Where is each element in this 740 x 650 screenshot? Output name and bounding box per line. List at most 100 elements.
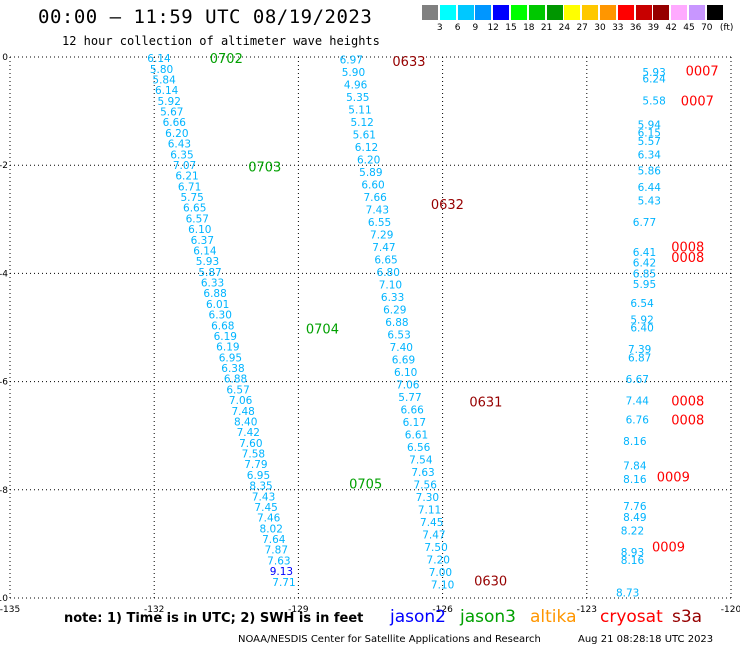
legend-label: 30 — [594, 23, 606, 33]
y-tick-label: -6 — [0, 378, 8, 388]
wave-height-value: 5.93 — [642, 67, 665, 79]
time-label: 0008 — [671, 413, 704, 428]
wave-height-value: 8.40 — [234, 416, 257, 428]
wave-height-value: 7.60 — [239, 438, 262, 450]
wave-height-value: 6.97 — [340, 55, 363, 67]
time-label: 0704 — [306, 323, 339, 338]
wave-height-value: 6.88 — [385, 317, 408, 329]
wave-height-value: 7.29 — [370, 230, 393, 242]
wave-height-value: 6.29 — [383, 305, 406, 317]
x-tick-label: -126 — [432, 605, 453, 615]
wave-height-value: 5.80 — [150, 64, 173, 76]
satellite-label-jason3: jason3 — [460, 607, 516, 627]
wave-height-value: 6.15 — [638, 128, 661, 140]
wave-height-value: 5.61 — [353, 130, 376, 142]
wave-height-value: 6.60 — [361, 180, 384, 192]
wave-height-value: 7.45 — [254, 502, 277, 514]
wave-height-value: 6.01 — [206, 299, 229, 311]
time-label: 0705 — [349, 477, 382, 492]
wave-height-value: 7.11 — [418, 505, 441, 517]
y-tick-label: -4 — [0, 269, 8, 279]
legend-swatch — [528, 5, 545, 20]
wave-height-value: 8.49 — [623, 512, 646, 524]
legend-label: 12 — [487, 23, 499, 33]
wave-height-value: 7.50 — [424, 542, 447, 554]
wave-height-value: 8.16 — [621, 555, 645, 567]
wave-height-value: 5.84 — [152, 74, 176, 86]
wave-height-value: 6.95 — [247, 470, 270, 482]
wave-height-value: 7.10 — [431, 579, 454, 591]
wave-height-value: 7.43 — [366, 205, 389, 217]
wave-height-value: 6.19 — [214, 331, 237, 343]
wave-height-value: 6.65 — [374, 255, 397, 267]
wave-height-value: 5.12 — [350, 117, 373, 129]
wave-height-value: 6.24 — [642, 74, 666, 86]
page-subtitle: 12 hour collection of altimeter wave hei… — [62, 34, 380, 48]
legend-swatch — [653, 5, 670, 20]
wave-height-value: 7.58 — [242, 449, 265, 461]
footer-note: note: 1) Time is in UTC; 2) SWH is in fe… — [64, 611, 364, 626]
wave-height-value: 6.77 — [633, 217, 656, 229]
legend-label: 21 — [540, 23, 553, 33]
wave-height-value: 5.77 — [398, 392, 421, 404]
wave-height-value: 6.38 — [221, 363, 244, 375]
wave-height-value: 7.43 — [252, 491, 275, 503]
wave-height-value: 6.37 — [191, 235, 214, 247]
wave-height-value: 7.47 — [372, 242, 395, 254]
satellite-label-altika: altika — [530, 607, 577, 627]
wave-height-value: 5.67 — [160, 107, 183, 119]
wave-height-value: 5.90 — [342, 67, 365, 79]
wave-height-value: 6.55 — [368, 217, 391, 229]
wave-height-value: 5.95 — [633, 279, 656, 291]
legend-swatch — [564, 5, 581, 20]
wave-height-value: 4.96 — [344, 80, 368, 92]
wave-height-value: 7.30 — [416, 492, 439, 504]
wave-height-value: 5.35 — [346, 92, 369, 104]
wave-height-value: 6.61 — [405, 430, 428, 442]
wave-height-value: 6.87 — [628, 352, 651, 364]
wave-height-value: 7.63 — [411, 467, 434, 479]
time-label: 0009 — [652, 541, 685, 556]
wave-height-value: 6.14 — [193, 245, 217, 257]
legend-swatch — [457, 5, 474, 20]
wave-height-value: 6.95 — [219, 352, 242, 364]
legend-label: 42 — [665, 23, 677, 33]
legend-label: 9 — [472, 23, 479, 33]
wave-height-value: 6.43 — [168, 139, 191, 151]
legend-label: 3 — [436, 23, 443, 33]
legend-swatch — [511, 5, 527, 20]
y-tick-label: -10 — [0, 594, 8, 604]
wave-height-value: 6.33 — [381, 292, 404, 304]
time-label: 0007 — [686, 65, 719, 80]
x-tick-label: -135 — [0, 605, 20, 615]
wave-height-value: 6.33 — [201, 278, 224, 290]
generation-timestamp: Aug 21 08:28:18 UTC 2023 — [578, 634, 714, 645]
wave-height-value: 5.57 — [638, 136, 661, 148]
legend-label: 33 — [612, 23, 624, 33]
wave-height-value: 6.34 — [638, 149, 662, 161]
legend-label: 15 — [505, 23, 517, 33]
legend-label: 18 — [523, 23, 535, 33]
wave-height-value: 7.71 — [272, 577, 295, 589]
wave-height-value: 6.14 — [147, 53, 171, 65]
legend-swatch — [600, 5, 616, 20]
legend-unit: (ft) — [719, 23, 734, 33]
legend-label: 45 — [683, 23, 695, 33]
wave-height-value: 6.71 — [178, 181, 201, 193]
time-label: 0007 — [681, 94, 714, 109]
time-label: 0630 — [474, 575, 507, 590]
y-tick-label: -8 — [0, 486, 8, 496]
wave-height-value: 6.44 — [638, 182, 662, 194]
legend-label: 70 — [701, 23, 713, 33]
wave-height-value: 8.16 — [623, 436, 647, 448]
legend-swatch — [475, 5, 492, 20]
wave-height-value: 5.86 — [638, 166, 662, 178]
wave-height-value: 6.57 — [186, 213, 209, 225]
wave-height-value: 5.92 — [158, 96, 181, 108]
wave-height-value: 7.76 — [623, 501, 647, 513]
wave-height-value: 7.87 — [265, 545, 288, 557]
wave-height-value: 7.07 — [173, 160, 196, 172]
legend-label: 27 — [576, 23, 588, 33]
